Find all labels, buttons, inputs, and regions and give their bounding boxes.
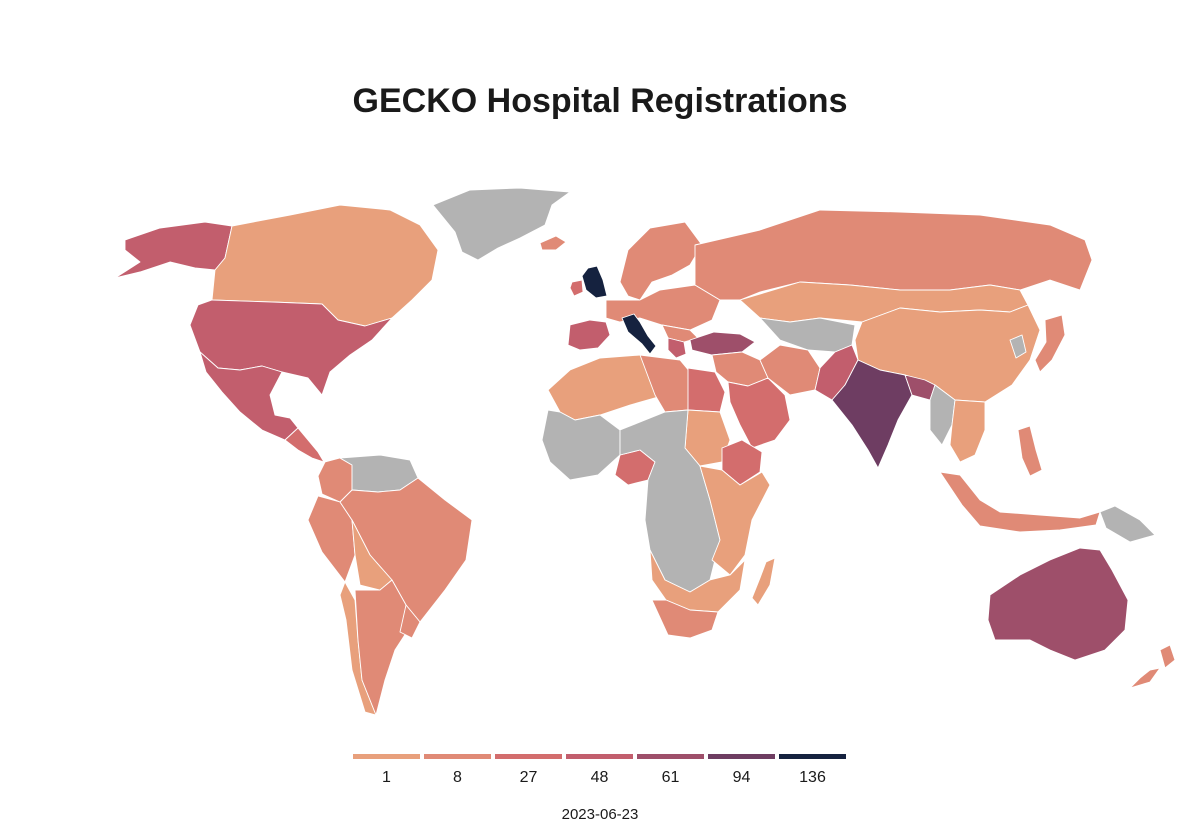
region-russia[interactable] <box>694 209 1093 301</box>
legend-item: 1 <box>353 754 420 787</box>
region-iberia[interactable] <box>567 319 611 351</box>
legend-swatch <box>637 754 704 759</box>
date-caption: 2023-06-23 <box>561 806 639 823</box>
region-italy[interactable] <box>621 313 657 355</box>
legend-swatch <box>424 754 491 759</box>
region-southeast-asia[interactable] <box>949 399 986 463</box>
legend-item: 136 <box>779 754 846 787</box>
legend-label: 27 <box>519 769 538 786</box>
region-mexico[interactable] <box>199 351 299 441</box>
legend-swatch <box>708 754 775 759</box>
region-korea[interactable] <box>1009 334 1027 359</box>
legend-label: 136 <box>799 769 826 786</box>
region-madagascar[interactable] <box>751 557 776 606</box>
legend-label: 8 <box>453 769 462 786</box>
legend-label: 61 <box>661 769 680 786</box>
region-central-asia[interactable] <box>759 317 856 353</box>
region-france-central-europe[interactable] <box>605 284 721 331</box>
region-uruguay[interactable] <box>399 604 421 639</box>
region-south-africa[interactable] <box>651 599 719 639</box>
region-iceland[interactable] <box>539 235 567 251</box>
map-title: GECKO Hospital Registrations <box>352 82 848 120</box>
legend-swatch <box>566 754 633 759</box>
legend-swatch <box>495 754 562 759</box>
legend-item: 27 <box>495 754 562 787</box>
legend-item: 61 <box>637 754 704 787</box>
legend-label: 48 <box>590 769 609 786</box>
legend-label: 1 <box>382 769 391 786</box>
legend-item: 94 <box>708 754 775 787</box>
legend-swatch <box>353 754 420 759</box>
legend-item: 48 <box>566 754 633 787</box>
legend-label: 94 <box>732 769 751 786</box>
region-iran[interactable] <box>759 344 821 396</box>
legend-item: 8 <box>424 754 491 787</box>
region-indonesia[interactable] <box>939 471 1101 533</box>
region-australia[interactable] <box>987 547 1129 661</box>
region-alaska[interactable] <box>114 221 233 279</box>
region-japan[interactable] <box>1034 314 1066 373</box>
region-philippines[interactable] <box>1017 425 1043 477</box>
region-papua[interactable] <box>1099 505 1156 543</box>
region-turkey[interactable] <box>689 331 756 356</box>
region-scandinavia[interactable] <box>619 221 703 301</box>
color-legend: 1 8 27 48 61 94 136 <box>353 754 849 794</box>
region-west-africa[interactable] <box>541 409 621 481</box>
region-argentina[interactable] <box>354 579 409 716</box>
legend-swatch <box>779 754 846 759</box>
region-greenland[interactable] <box>432 187 571 261</box>
region-ireland[interactable] <box>569 279 584 297</box>
region-saudi-arabia[interactable] <box>727 377 791 449</box>
region-east-africa[interactable] <box>699 465 771 576</box>
region-new-zealand[interactable] <box>1129 644 1176 689</box>
region-egypt[interactable] <box>687 367 726 413</box>
region-greece[interactable] <box>667 337 687 359</box>
region-central-america[interactable] <box>284 427 325 463</box>
region-india[interactable] <box>831 359 913 469</box>
region-southern-africa[interactable] <box>649 549 746 613</box>
region-uk[interactable] <box>581 265 608 299</box>
